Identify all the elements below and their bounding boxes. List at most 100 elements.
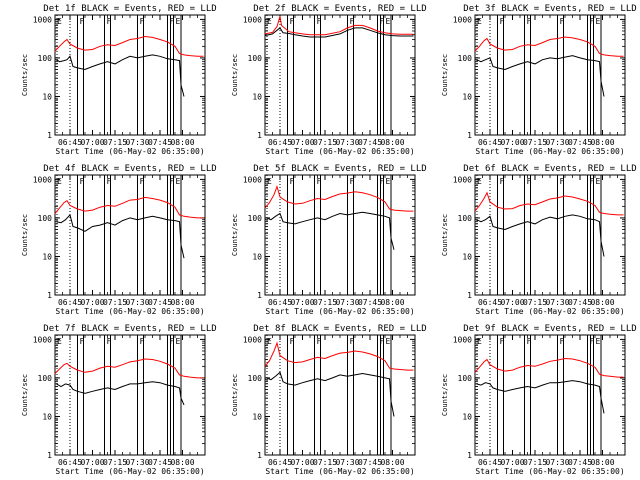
segment-label: F — [140, 337, 145, 346]
x-tick-label: 07:45 — [148, 458, 172, 467]
x-axis-label: Start Time (06-May-02 06:35:00) — [475, 467, 624, 476]
y-tick-label: 10 — [462, 92, 472, 101]
x-tick-label: 08:00 — [380, 138, 404, 147]
x-axis-label: Start Time (06-May-02 06:35:00) — [265, 307, 414, 316]
segment-label: F — [500, 337, 505, 346]
y-tick-label: 100 — [38, 374, 53, 383]
segment-label: F — [560, 17, 565, 26]
series-line-events — [476, 214, 605, 257]
x-tick-label: 08:00 — [380, 298, 404, 307]
y-axis-label: Counts/sec — [21, 214, 29, 256]
x-tick-label: 06:45 — [58, 458, 82, 467]
y-tick-label: 1 — [47, 451, 52, 460]
chart-panel-5: Det 5f BLACK = Events, RED = LLD 1 10 100 10… — [231, 164, 427, 316]
segment-label-left: E — [267, 17, 272, 26]
x-tick-label: 08:00 — [590, 138, 614, 147]
segment-label: F — [590, 337, 595, 346]
y-tick-label: 1000 — [33, 175, 52, 184]
chart-panel-8: Det 8f BLACK = Events, RED = LLD 1 10 100 10… — [231, 324, 427, 476]
x-tick-label: 07:30 — [125, 298, 149, 307]
chart-panel-7: Det 7f BLACK = Events, RED = LLD 1 10 100 10… — [21, 324, 217, 476]
segment-label: F — [590, 177, 595, 186]
y-axis-label: Counts/sec — [231, 214, 239, 256]
x-tick-label: 07:00 — [500, 458, 524, 467]
series-line-lld — [474, 357, 624, 378]
segment-label: E — [176, 337, 181, 346]
x-tick-label: 07:45 — [358, 138, 382, 147]
y-tick-label: 1000 — [33, 335, 52, 344]
segment-label: F — [317, 337, 322, 346]
x-axis-label: Start Time (06-May-02 06:35:00) — [265, 467, 414, 476]
y-axis-label: Counts/sec — [441, 374, 449, 416]
segment-label: F — [380, 17, 385, 26]
segment-label-left: E — [57, 177, 62, 186]
y-tick-label: 100 — [38, 214, 53, 223]
series-line-lld — [54, 35, 204, 57]
segment-label: E — [176, 177, 181, 186]
y-axis-label: Counts/sec — [441, 54, 449, 96]
y-tick-label: 1 — [467, 451, 472, 460]
x-tick-label: 07:45 — [148, 298, 172, 307]
series-line-events — [476, 55, 605, 97]
x-tick-label: 07:00 — [290, 298, 314, 307]
segment-label: E — [596, 337, 601, 346]
segment-label: E — [596, 177, 601, 186]
x-tick-label: 07:15 — [103, 458, 127, 467]
x-tick-label: 08:00 — [380, 458, 404, 467]
segment-label: E — [386, 17, 391, 26]
y-tick-label: 10 — [462, 252, 472, 261]
segment-label: F — [290, 337, 295, 346]
x-tick-label: 08:00 — [590, 458, 614, 467]
chart-panel-9: Det 9f BLACK = Events, RED = LLD 1 10 100 10… — [441, 324, 637, 476]
x-tick-label: 07:15 — [103, 138, 127, 147]
chart-panel-3: Det 3f BLACK = Events, RED = LLD 1 10 100 10… — [441, 4, 637, 156]
y-tick-label: 10 — [42, 92, 52, 101]
series-line-events — [56, 54, 185, 97]
segment-label: F — [107, 337, 112, 346]
y-tick-label: 1 — [467, 131, 472, 140]
y-tick-label: 10 — [252, 412, 262, 421]
y-tick-label: 100 — [248, 374, 263, 383]
segment-label: F — [290, 17, 295, 26]
x-tick-label: 08:00 — [170, 458, 194, 467]
x-tick-label: 07:00 — [500, 298, 524, 307]
segment-label-left: E — [57, 17, 62, 26]
segment-label: F — [590, 17, 595, 26]
series-line-lld — [264, 185, 414, 212]
segment-label: F — [80, 177, 85, 186]
x-tick-label: 07:30 — [545, 458, 569, 467]
segment-label: F — [527, 337, 532, 346]
x-tick-label: 07:00 — [80, 138, 104, 147]
x-tick-label: 07:15 — [313, 138, 337, 147]
y-tick-label: 1 — [47, 131, 52, 140]
segment-label: F — [80, 17, 85, 26]
segment-label: F — [560, 337, 565, 346]
segment-label: F — [80, 337, 85, 346]
x-tick-label: 07:00 — [80, 458, 104, 467]
x-tick-label: 08:00 — [170, 138, 194, 147]
segment-label: E — [176, 17, 181, 26]
chart-title: Det 4f BLACK = Events, RED = LLD — [43, 164, 216, 174]
x-axis-label: Start Time (06-May-02 06:35:00) — [265, 147, 414, 156]
segment-label: F — [107, 177, 112, 186]
y-tick-label: 1000 — [243, 15, 262, 24]
chart-title: Det 3f BLACK = Events, RED = LLD — [463, 4, 636, 14]
segment-label: F — [350, 337, 355, 346]
chart-panel-1: Det 1f BLACK = Events, RED = LLD 1 10 100 10… — [21, 4, 217, 156]
series-line-events — [56, 381, 185, 406]
y-tick-label: 100 — [38, 54, 53, 63]
segment-label: F — [527, 177, 532, 186]
segment-label: F — [317, 17, 322, 26]
x-tick-label: 07:15 — [523, 298, 547, 307]
x-tick-label: 08:00 — [170, 298, 194, 307]
x-tick-label: 07:45 — [568, 458, 592, 467]
x-tick-label: 07:00 — [500, 138, 524, 147]
y-tick-label: 1 — [257, 131, 262, 140]
segment-label: F — [170, 17, 175, 26]
y-tick-label: 1000 — [453, 15, 472, 24]
chart-title: Det 5f BLACK = Events, RED = LLD — [253, 164, 426, 174]
segment-label-left: E — [477, 337, 482, 346]
y-tick-label: 100 — [458, 374, 473, 383]
segment-label: F — [527, 17, 532, 26]
